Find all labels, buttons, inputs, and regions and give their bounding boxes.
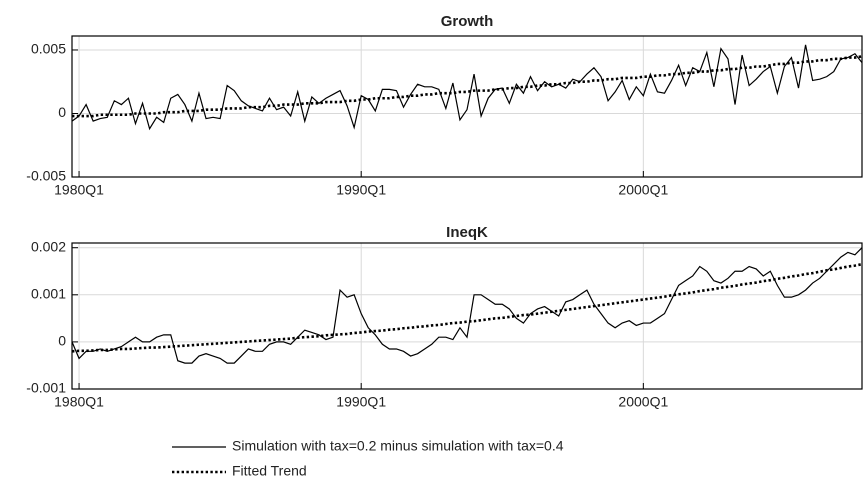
chart-title: IneqK — [446, 224, 488, 241]
x-tick-label: 1980Q1 — [54, 394, 104, 410]
series-line — [72, 55, 863, 118]
y-tick-label: 0.002 — [31, 238, 66, 254]
series-line — [71, 262, 863, 353]
plot-frame — [71, 242, 863, 390]
legend-label: Fitted Trend — [232, 463, 307, 479]
series-line — [71, 44, 863, 131]
y-tick-label: 0 — [58, 104, 66, 120]
y-tick-label: 0.001 — [31, 286, 66, 302]
y-tick-label: -0.005 — [26, 168, 66, 184]
chart-title: Growth — [441, 13, 494, 30]
x-tick-label: 1990Q1 — [336, 182, 386, 198]
x-tick-label: 2000Q1 — [618, 182, 668, 198]
x-tick-label: 1990Q1 — [336, 394, 386, 410]
plot-frame — [71, 35, 863, 178]
x-tick-label: 2000Q1 — [618, 394, 668, 410]
x-tick-label: 1980Q1 — [54, 182, 104, 198]
y-tick-label: 0 — [58, 333, 66, 349]
y-tick-label: -0.001 — [26, 380, 66, 396]
series-line — [71, 247, 863, 364]
y-tick-label: 0.005 — [31, 41, 66, 57]
legend-label: Simulation with tax=0.2 minus simulation… — [232, 438, 564, 454]
